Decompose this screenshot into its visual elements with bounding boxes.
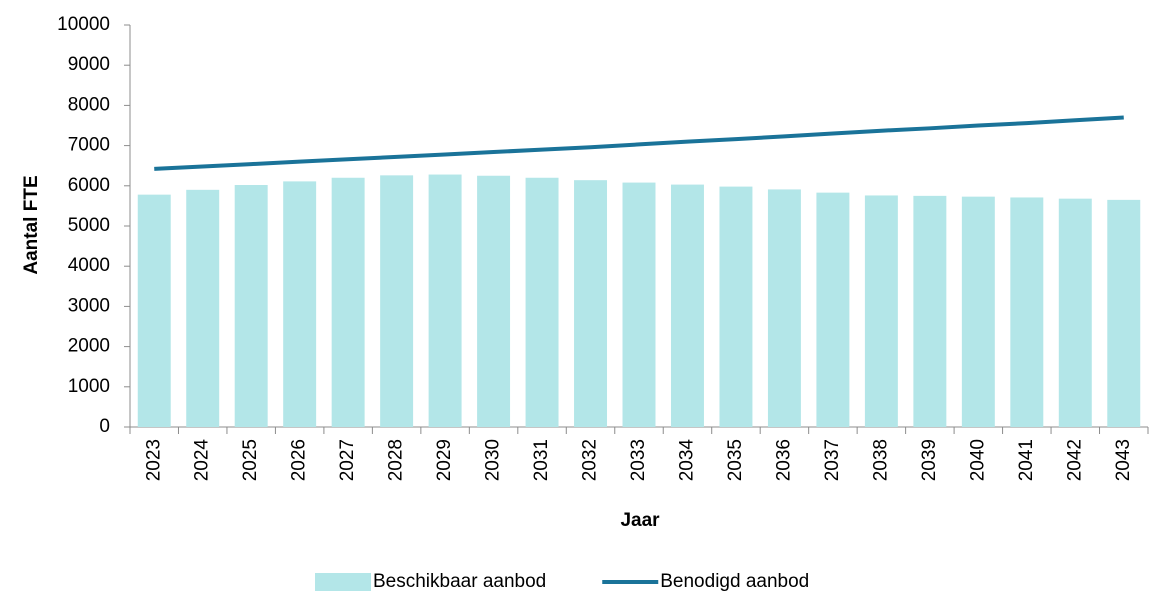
line (154, 115, 1124, 171)
bar (525, 177, 559, 427)
x-tick-label: 2034 (676, 439, 697, 482)
bar (1010, 197, 1044, 427)
x-tick-label: 2037 (822, 439, 843, 481)
y-tick-label: 10000 (57, 14, 110, 35)
bar (864, 195, 898, 427)
bar (283, 181, 317, 427)
y-tick-label: 2000 (68, 336, 110, 357)
bar (234, 184, 268, 427)
x-tick-label: 2042 (1064, 439, 1085, 481)
x-tick-label: 2025 (240, 439, 261, 481)
y-tick-label: 1000 (68, 376, 110, 397)
bar (477, 175, 511, 427)
y-tick-label: 9000 (68, 54, 110, 75)
x-tick-label: 2041 (1016, 439, 1037, 481)
x-tick-label: 2033 (628, 439, 649, 481)
bar (1058, 198, 1092, 427)
x-tick-label: 2039 (919, 439, 940, 481)
x-tick-label: 2024 (192, 439, 213, 482)
x-tick-label: 2038 (870, 439, 891, 481)
x-tick-label: 2031 (531, 439, 552, 481)
x-tick-label: 2028 (386, 439, 407, 481)
bar (186, 189, 220, 427)
x-tick-label: 2036 (773, 439, 794, 481)
x-tick-label: 2029 (434, 439, 455, 481)
y-tick-label: 7000 (68, 135, 110, 156)
y-tick-label: 4000 (68, 255, 110, 276)
bar (137, 194, 171, 427)
x-tick-label: 2023 (143, 439, 164, 481)
legend-label: Beschikbaar aanbod (373, 571, 546, 592)
y-tick-label: 0 (99, 416, 110, 437)
x-tick-label: 2043 (1113, 439, 1134, 481)
x-tick-label: 2032 (580, 439, 601, 481)
bar (428, 174, 462, 427)
bar (574, 180, 608, 427)
x-tick-label: 2030 (483, 439, 504, 481)
legend-swatch (315, 573, 371, 591)
legend-label: Benodigd aanbod (660, 571, 809, 592)
x-tick-label: 2040 (967, 439, 988, 481)
y-tick-label: 6000 (68, 175, 110, 196)
bar (719, 186, 753, 427)
x-tick-label: 2026 (289, 439, 310, 481)
bar (670, 184, 704, 427)
bar (380, 175, 414, 427)
y-tick-label: 5000 (68, 215, 110, 236)
bar (913, 195, 947, 427)
y-tick-label: 3000 (68, 295, 110, 316)
bar (331, 177, 365, 427)
bar (622, 182, 656, 427)
y-tick-label: 8000 (68, 94, 110, 115)
x-tick-label: 2035 (725, 439, 746, 481)
x-tick-label: 2027 (337, 439, 358, 481)
y-axis-label: Aantal FTE (21, 175, 42, 274)
bar (961, 196, 995, 427)
bar (1107, 199, 1141, 427)
bar (767, 189, 801, 427)
bar (816, 192, 850, 427)
x-axis-label: Jaar (620, 510, 660, 531)
